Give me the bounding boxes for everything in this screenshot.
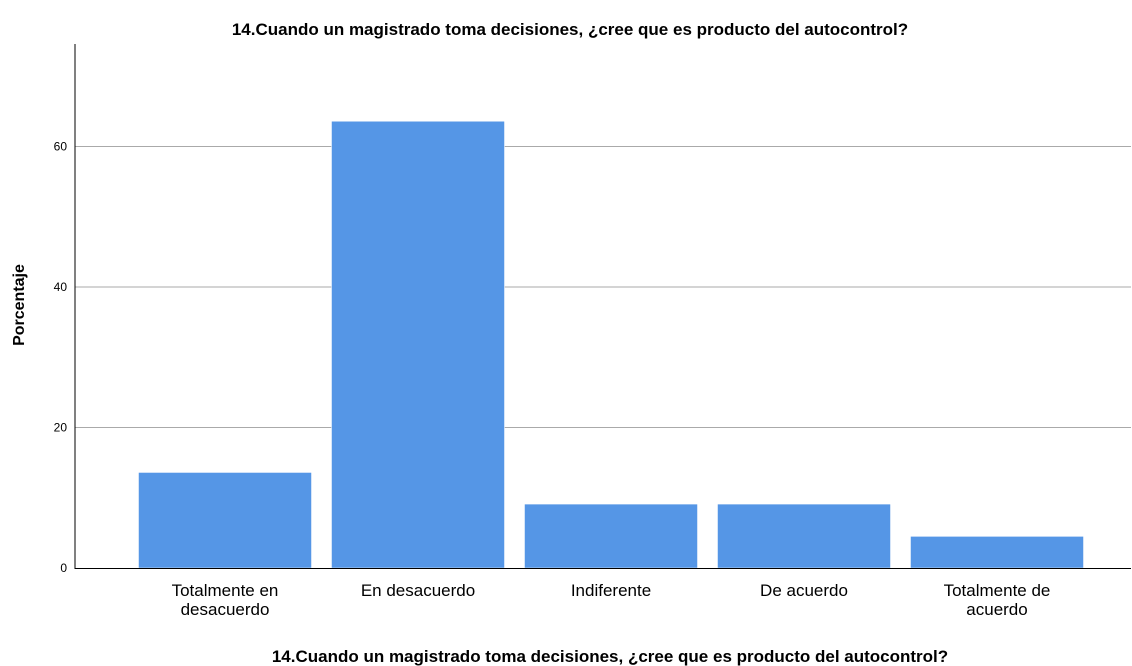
bar: [138, 472, 312, 569]
gridlines: [75, 146, 1131, 429]
y-tick-label: 0: [60, 561, 67, 575]
bar: [524, 503, 698, 569]
bar: [717, 503, 891, 569]
y-tick-labels: 0 20 40 60: [54, 140, 68, 575]
bar: [331, 121, 505, 569]
chart-title: 14.Cuando un magistrado toma decisiones,…: [232, 20, 908, 39]
bar: [910, 536, 1084, 569]
x-tick-label: Totalmente de acuerdo: [944, 581, 1051, 619]
x-tick-label: En desacuerdo: [361, 581, 475, 600]
x-tick-label: Totalmente en desacuerdo: [172, 581, 279, 619]
x-category-labels: Totalmente en desacuerdo En desacuerdo Indi…: [172, 581, 1051, 619]
y-tick-label: 60: [54, 140, 68, 154]
y-tick-label: 20: [54, 421, 68, 435]
x-tick-label: De acuerdo: [760, 581, 848, 600]
y-axis-label: Porcentaje: [11, 264, 28, 346]
x-axis-label: 14.Cuando un magistrado toma decisiones,…: [272, 647, 948, 666]
bars: [138, 121, 1084, 569]
y-tick-label: 40: [54, 280, 68, 294]
x-tick-label: Indiferente: [571, 581, 651, 600]
